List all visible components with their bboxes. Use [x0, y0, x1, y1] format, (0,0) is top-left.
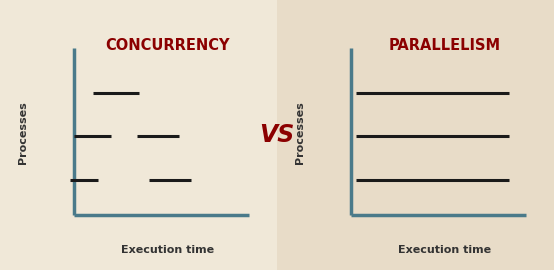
Text: Execution time: Execution time	[398, 245, 491, 255]
Text: Processes: Processes	[295, 101, 305, 164]
Text: Execution time: Execution time	[121, 245, 214, 255]
Text: VS: VS	[259, 123, 295, 147]
Text: Processes: Processes	[18, 101, 28, 164]
Text: PARALLELISM: PARALLELISM	[388, 38, 500, 53]
Text: CONCURRENCY: CONCURRENCY	[105, 38, 229, 53]
